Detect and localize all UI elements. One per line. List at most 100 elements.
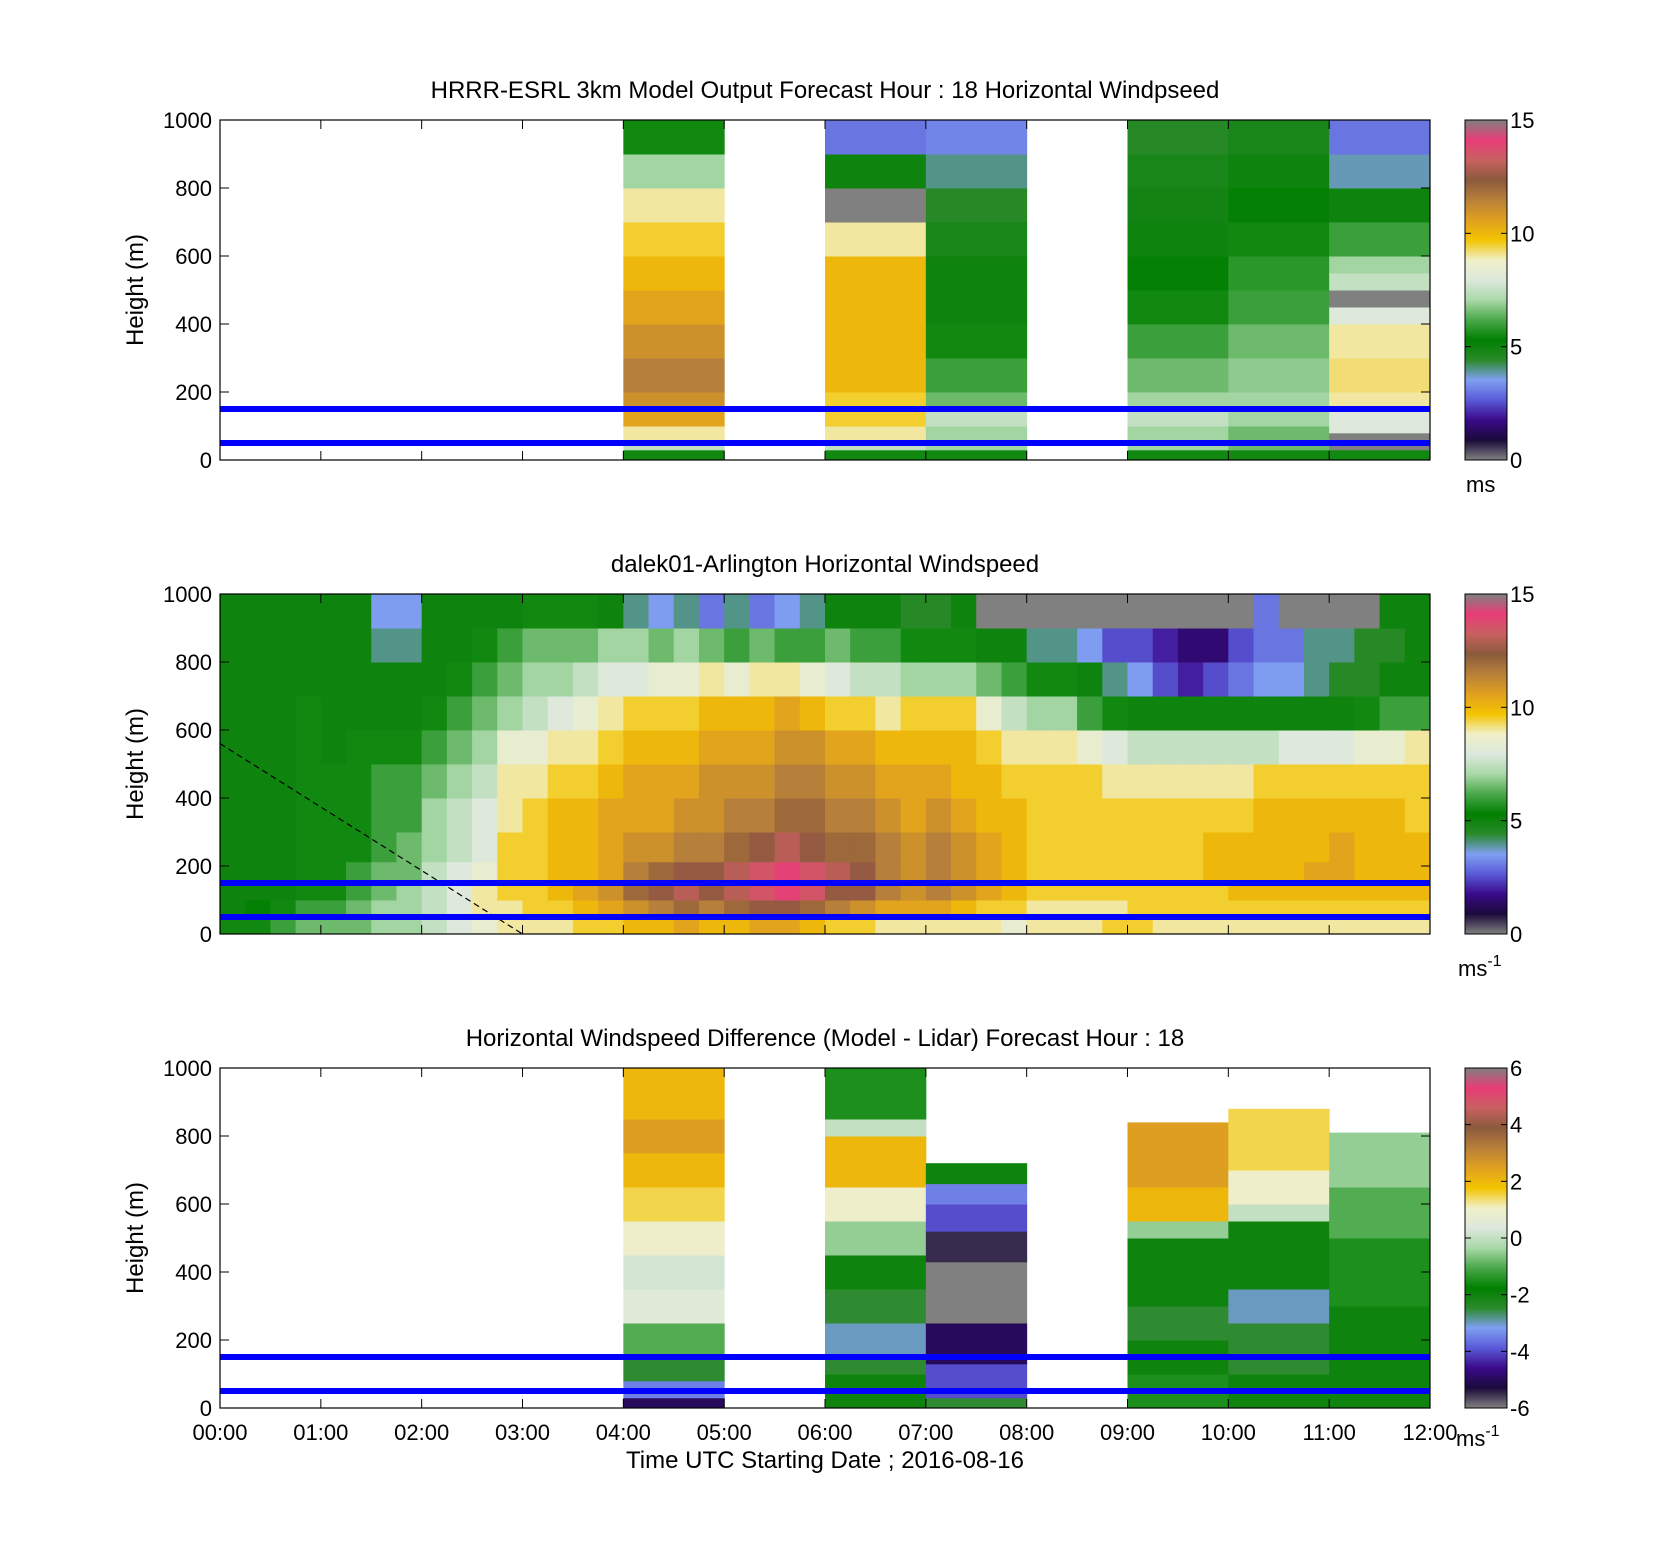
heatmap-cell	[976, 696, 1002, 731]
y-tick-label: 200	[175, 854, 212, 879]
heatmap-cell	[875, 883, 902, 901]
heatmap-cell	[1354, 730, 1381, 765]
x-tick-label: 12:00	[1402, 1420, 1457, 1445]
heatmap-cell	[1127, 426, 1229, 451]
heatmap-cell	[547, 594, 574, 629]
heatmap-cell	[1278, 696, 1305, 731]
heatmap-cell	[1329, 861, 1355, 884]
heatmap-cell	[421, 764, 448, 799]
heatmap-cell	[648, 662, 675, 697]
heatmap-cell	[875, 730, 902, 765]
heatmap-cell	[547, 883, 574, 901]
heatmap-cell	[1026, 764, 1053, 799]
heatmap-cell	[220, 832, 246, 863]
heatmap-cell	[1102, 628, 1128, 663]
heatmap-cell	[396, 917, 423, 934]
heatmap-cell	[346, 594, 372, 629]
heatmap-cell	[572, 764, 599, 799]
heatmap-cell	[1127, 730, 1154, 765]
heatmap-cell	[1329, 917, 1355, 934]
heatmap-cell	[1354, 696, 1381, 731]
heatmap-cell	[1177, 594, 1204, 629]
panel-lidar-colorbar-unit: ms-1	[1458, 953, 1502, 981]
heatmap-cell	[648, 594, 675, 629]
heatmap-cell	[245, 900, 271, 918]
heatmap-cell	[774, 730, 801, 765]
heatmap-cell	[270, 696, 297, 731]
heatmap-cell	[1102, 861, 1128, 884]
heatmap-cell	[245, 798, 271, 833]
heatmap-cell	[1203, 662, 1229, 697]
heatmap-cell	[1001, 900, 1028, 918]
heatmap-cell	[1077, 628, 1103, 663]
heatmap-cell	[1303, 730, 1330, 765]
heatmap-cell	[371, 594, 397, 629]
heatmap-cell	[1001, 764, 1028, 799]
heatmap-cell	[623, 900, 650, 918]
heatmap-cell	[320, 917, 347, 934]
heatmap-cell	[472, 861, 498, 884]
heatmap-cell	[446, 883, 473, 901]
heatmap-cell	[446, 594, 473, 629]
heatmap-cell	[1177, 900, 1204, 918]
heatmap-cell	[522, 730, 549, 765]
heatmap-cell	[1354, 798, 1381, 833]
heatmap-cell	[623, 1221, 725, 1256]
heatmap-cell	[875, 628, 902, 663]
x-tick-label: 03:00	[495, 1420, 550, 1445]
heatmap-cell	[1127, 154, 1229, 189]
heatmap-cell	[421, 832, 448, 863]
heatmap-cell	[446, 764, 473, 799]
heatmap-cell	[724, 861, 750, 884]
heatmap-cell	[1001, 730, 1028, 765]
heatmap-cell	[497, 594, 523, 629]
heatmap-cell	[220, 594, 246, 629]
heatmap-cell	[1253, 883, 1280, 901]
heatmap-cell	[1026, 594, 1053, 629]
heatmap-cell	[1278, 861, 1305, 884]
heatmap-cell	[1051, 900, 1078, 918]
heatmap-cell	[850, 730, 876, 765]
heatmap-cell	[1127, 256, 1229, 291]
heatmap-cell	[1253, 696, 1280, 731]
heatmap-cell	[1026, 696, 1053, 731]
x-tick-label: 11:00	[1302, 1420, 1355, 1445]
heatmap-cell	[774, 832, 801, 863]
heatmap-cell	[245, 730, 271, 765]
heatmap-cell	[825, 832, 851, 863]
heatmap-cell	[522, 764, 549, 799]
heatmap-cell	[522, 594, 549, 629]
heatmap-cell	[497, 798, 523, 833]
heatmap-cell	[320, 832, 347, 863]
heatmap-cell	[925, 662, 952, 697]
heatmap-cell	[1051, 696, 1078, 731]
heatmap-cell	[799, 662, 826, 697]
heatmap-cell	[572, 861, 599, 884]
heatmap-cell	[673, 764, 700, 799]
heatmap-cell	[1329, 154, 1430, 189]
heatmap-cell	[1278, 730, 1305, 765]
heatmap-cell	[1228, 1323, 1330, 1375]
heatmap-cell	[572, 883, 599, 901]
heatmap-cell	[1203, 764, 1229, 799]
heatmap-cell	[623, 154, 725, 189]
heatmap-cell	[1303, 696, 1330, 731]
heatmap-cell	[371, 883, 397, 901]
heatmap-cell	[1253, 594, 1280, 629]
heatmap-cell	[623, 696, 650, 731]
x-tick-label: 09:00	[1100, 1420, 1155, 1445]
heatmap-cell	[976, 764, 1002, 799]
heatmap-cell	[623, 409, 725, 427]
heatmap-cell	[850, 594, 876, 629]
heatmap-cell	[1228, 1289, 1330, 1324]
heatmap-cell	[1228, 900, 1255, 918]
heatmap-cell	[1329, 883, 1355, 901]
heatmap-cell	[245, 832, 271, 863]
heatmap-cell	[446, 861, 473, 884]
heatmap-cell	[1329, 120, 1430, 155]
heatmap-cell	[925, 798, 952, 833]
heatmap-cell	[925, 861, 952, 884]
heatmap-cell	[698, 883, 725, 901]
x-tick-label: 05:00	[697, 1420, 752, 1445]
heatmap-cell	[623, 256, 725, 291]
